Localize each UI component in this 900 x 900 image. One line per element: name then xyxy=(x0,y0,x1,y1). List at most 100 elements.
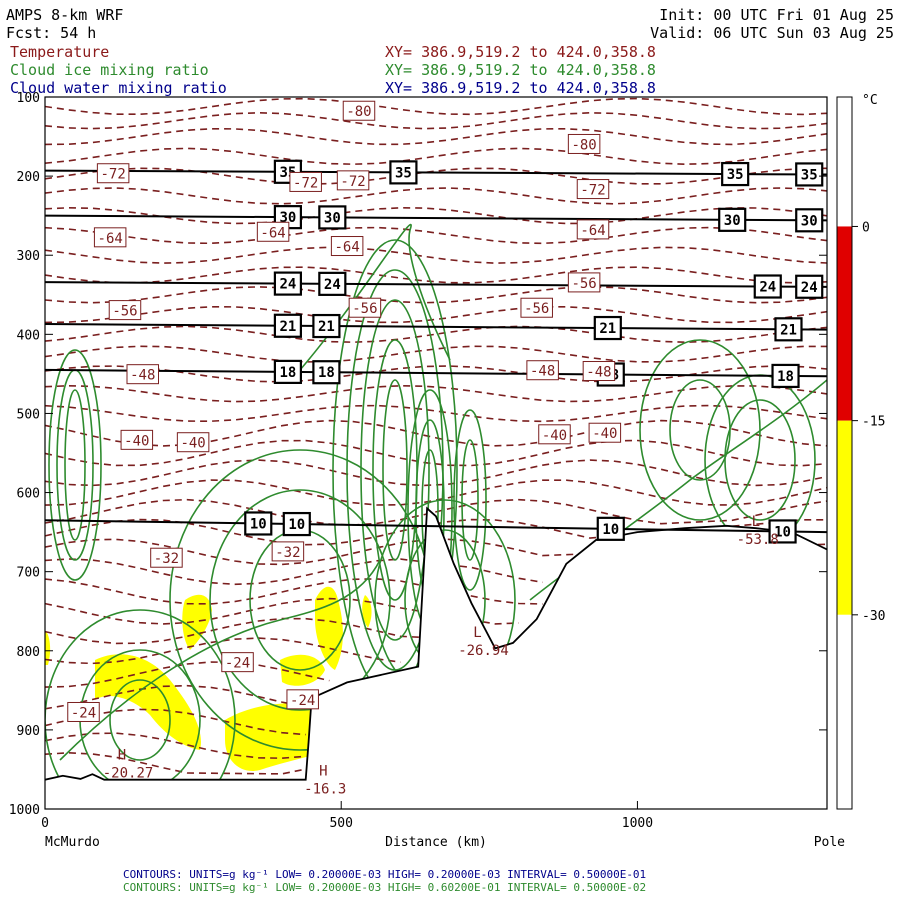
field-xy-cloud-ice: XY= 386.9,519.2 to 424.0,358.8 xyxy=(385,61,656,79)
temp-label-box-15 xyxy=(526,360,559,381)
temp-label-19: -40 xyxy=(542,428,567,444)
temp-label-1: -80 xyxy=(571,137,596,153)
isentrope-label-21-2: 21 xyxy=(599,321,616,337)
extremum-kind-1: H xyxy=(319,763,327,779)
isentrope-label-box-21-3 xyxy=(774,317,803,342)
temp-label-box-18 xyxy=(176,432,210,453)
isentrope-label-box-30-3 xyxy=(795,208,824,233)
isentrope-label-box-10-3 xyxy=(768,519,797,544)
temp-label-11: -56 xyxy=(352,301,377,317)
isentrope-label-30-3: 30 xyxy=(801,213,818,229)
isotherm-21 xyxy=(45,498,827,526)
isentrope-label-35-1: 35 xyxy=(395,165,412,181)
extremum-kind-3: L xyxy=(752,514,760,530)
isotherm-29 xyxy=(45,661,330,688)
isentrope-10 xyxy=(45,519,827,534)
isentrope-label-box-21-1 xyxy=(312,313,341,339)
isentrope-label-box-10-2 xyxy=(596,516,625,541)
temp-label-23: -24 xyxy=(225,656,250,672)
isentrope-label-21-0: 21 xyxy=(279,319,296,335)
isentrope-label-35-2: 35 xyxy=(727,167,744,183)
isentrope-label-box-21-0 xyxy=(273,313,302,338)
temp-label-3: -72 xyxy=(293,175,318,191)
ice-contour-5-1 xyxy=(209,489,391,711)
temp-label-4: -72 xyxy=(340,174,365,190)
temp-label-24: -24 xyxy=(290,693,315,709)
temp-label-box-13 xyxy=(567,272,601,293)
ice-contour-low xyxy=(59,559,381,761)
temp-label-box-19 xyxy=(538,424,571,445)
colorbar-band-2 xyxy=(837,420,852,615)
temp-label-13: -56 xyxy=(571,276,596,292)
valid-time: Valid: 06 UTC Sun 03 Aug 25 xyxy=(650,24,894,42)
isentrope-label-10-2: 10 xyxy=(602,522,619,538)
isentrope-lines: 3535353530303030242424242121212118181818… xyxy=(45,159,827,544)
ice-contour-3-1 xyxy=(453,409,487,591)
ice-contour-1-2 xyxy=(360,299,430,641)
isotherm-30 xyxy=(45,684,306,710)
terrain-mask xyxy=(45,508,827,809)
temp-label-box-2 xyxy=(96,163,130,184)
isentrope-24 xyxy=(45,281,827,288)
isotherm-17 xyxy=(45,419,827,447)
temp-label-box-1 xyxy=(567,133,601,154)
temp-label-box-21 xyxy=(150,547,183,568)
temp-label-17: -40 xyxy=(124,433,149,449)
isentrope-label-35-3: 35 xyxy=(801,167,818,183)
isentrope-label-24-3: 24 xyxy=(801,280,818,296)
colorbar-band-1 xyxy=(837,226,852,421)
temp-label-box-5 xyxy=(576,179,610,200)
isentrope-label-box-24-2 xyxy=(753,274,782,299)
isentrope-label-18-3: 18 xyxy=(777,369,794,385)
isentrope-label-10-3: 10 xyxy=(774,524,791,540)
temp-label-box-9 xyxy=(576,219,610,240)
isentrope-label-box-10-1 xyxy=(282,511,311,537)
temp-label-box-4 xyxy=(336,170,370,191)
x-tick-label-1000: 1000 xyxy=(622,816,653,831)
isotherm-20 xyxy=(45,479,827,506)
ice-contour-0-0 xyxy=(64,389,86,541)
isotherm-32 xyxy=(45,732,306,760)
x-axis-label: Distance (km) xyxy=(385,835,487,850)
colorbar-band-0 xyxy=(837,97,852,227)
yellow-shade-5 xyxy=(45,630,51,665)
y-tick-label-100: 100 xyxy=(17,91,40,106)
model-title: AMPS 8-km WRF xyxy=(6,6,123,24)
extremum-kind-0: H xyxy=(118,747,126,763)
temp-label-5: -72 xyxy=(580,183,605,199)
temp-label-0: -80 xyxy=(346,104,371,120)
forecast-hour: Fcst: 54 h xyxy=(6,24,96,42)
temp-label-2: -72 xyxy=(100,167,125,183)
temp-label-box-23 xyxy=(221,652,254,673)
ice-contour-0-2 xyxy=(48,349,102,581)
isotherm-31 xyxy=(45,708,306,736)
isentrope-label-box-10-0 xyxy=(244,511,273,536)
isentrope-label-box-18-0 xyxy=(273,359,302,384)
isentrope-label-10-1: 10 xyxy=(288,517,305,533)
temp-label-10: -56 xyxy=(112,304,137,320)
temp-label-box-14 xyxy=(126,364,159,385)
yellow-shade-6 xyxy=(362,595,372,628)
ice-contour-3-0 xyxy=(461,439,479,561)
isotherm-22 xyxy=(45,518,827,546)
isentrope-18 xyxy=(45,368,827,378)
field-name-cloud-water: Cloud water mixing ratio xyxy=(10,79,227,97)
isentrope-label-18-0: 18 xyxy=(279,365,296,381)
temp-label-7: -64 xyxy=(260,225,285,241)
colorbar-band-3 xyxy=(837,614,852,809)
temp-label-box-16 xyxy=(582,361,616,382)
colorbar-tick-label-0: 0 xyxy=(862,220,870,235)
isentrope-label-box-35-1 xyxy=(389,160,418,185)
isentrope-label-30-1: 30 xyxy=(324,210,341,226)
ice-contour-plume xyxy=(299,223,451,371)
isentrope-label-box-21-2 xyxy=(593,315,622,341)
isentrope-30 xyxy=(45,214,827,222)
temp-label-18: -40 xyxy=(180,436,205,452)
field-name-cloud-ice: Cloud ice mixing ratio xyxy=(10,61,209,79)
isentrope-35 xyxy=(45,169,827,176)
cloud-ice-contours xyxy=(45,223,827,809)
plot-frame xyxy=(44,96,828,810)
ice-contour-6-2 xyxy=(45,609,236,809)
ice-contour-1-0 xyxy=(382,379,408,561)
